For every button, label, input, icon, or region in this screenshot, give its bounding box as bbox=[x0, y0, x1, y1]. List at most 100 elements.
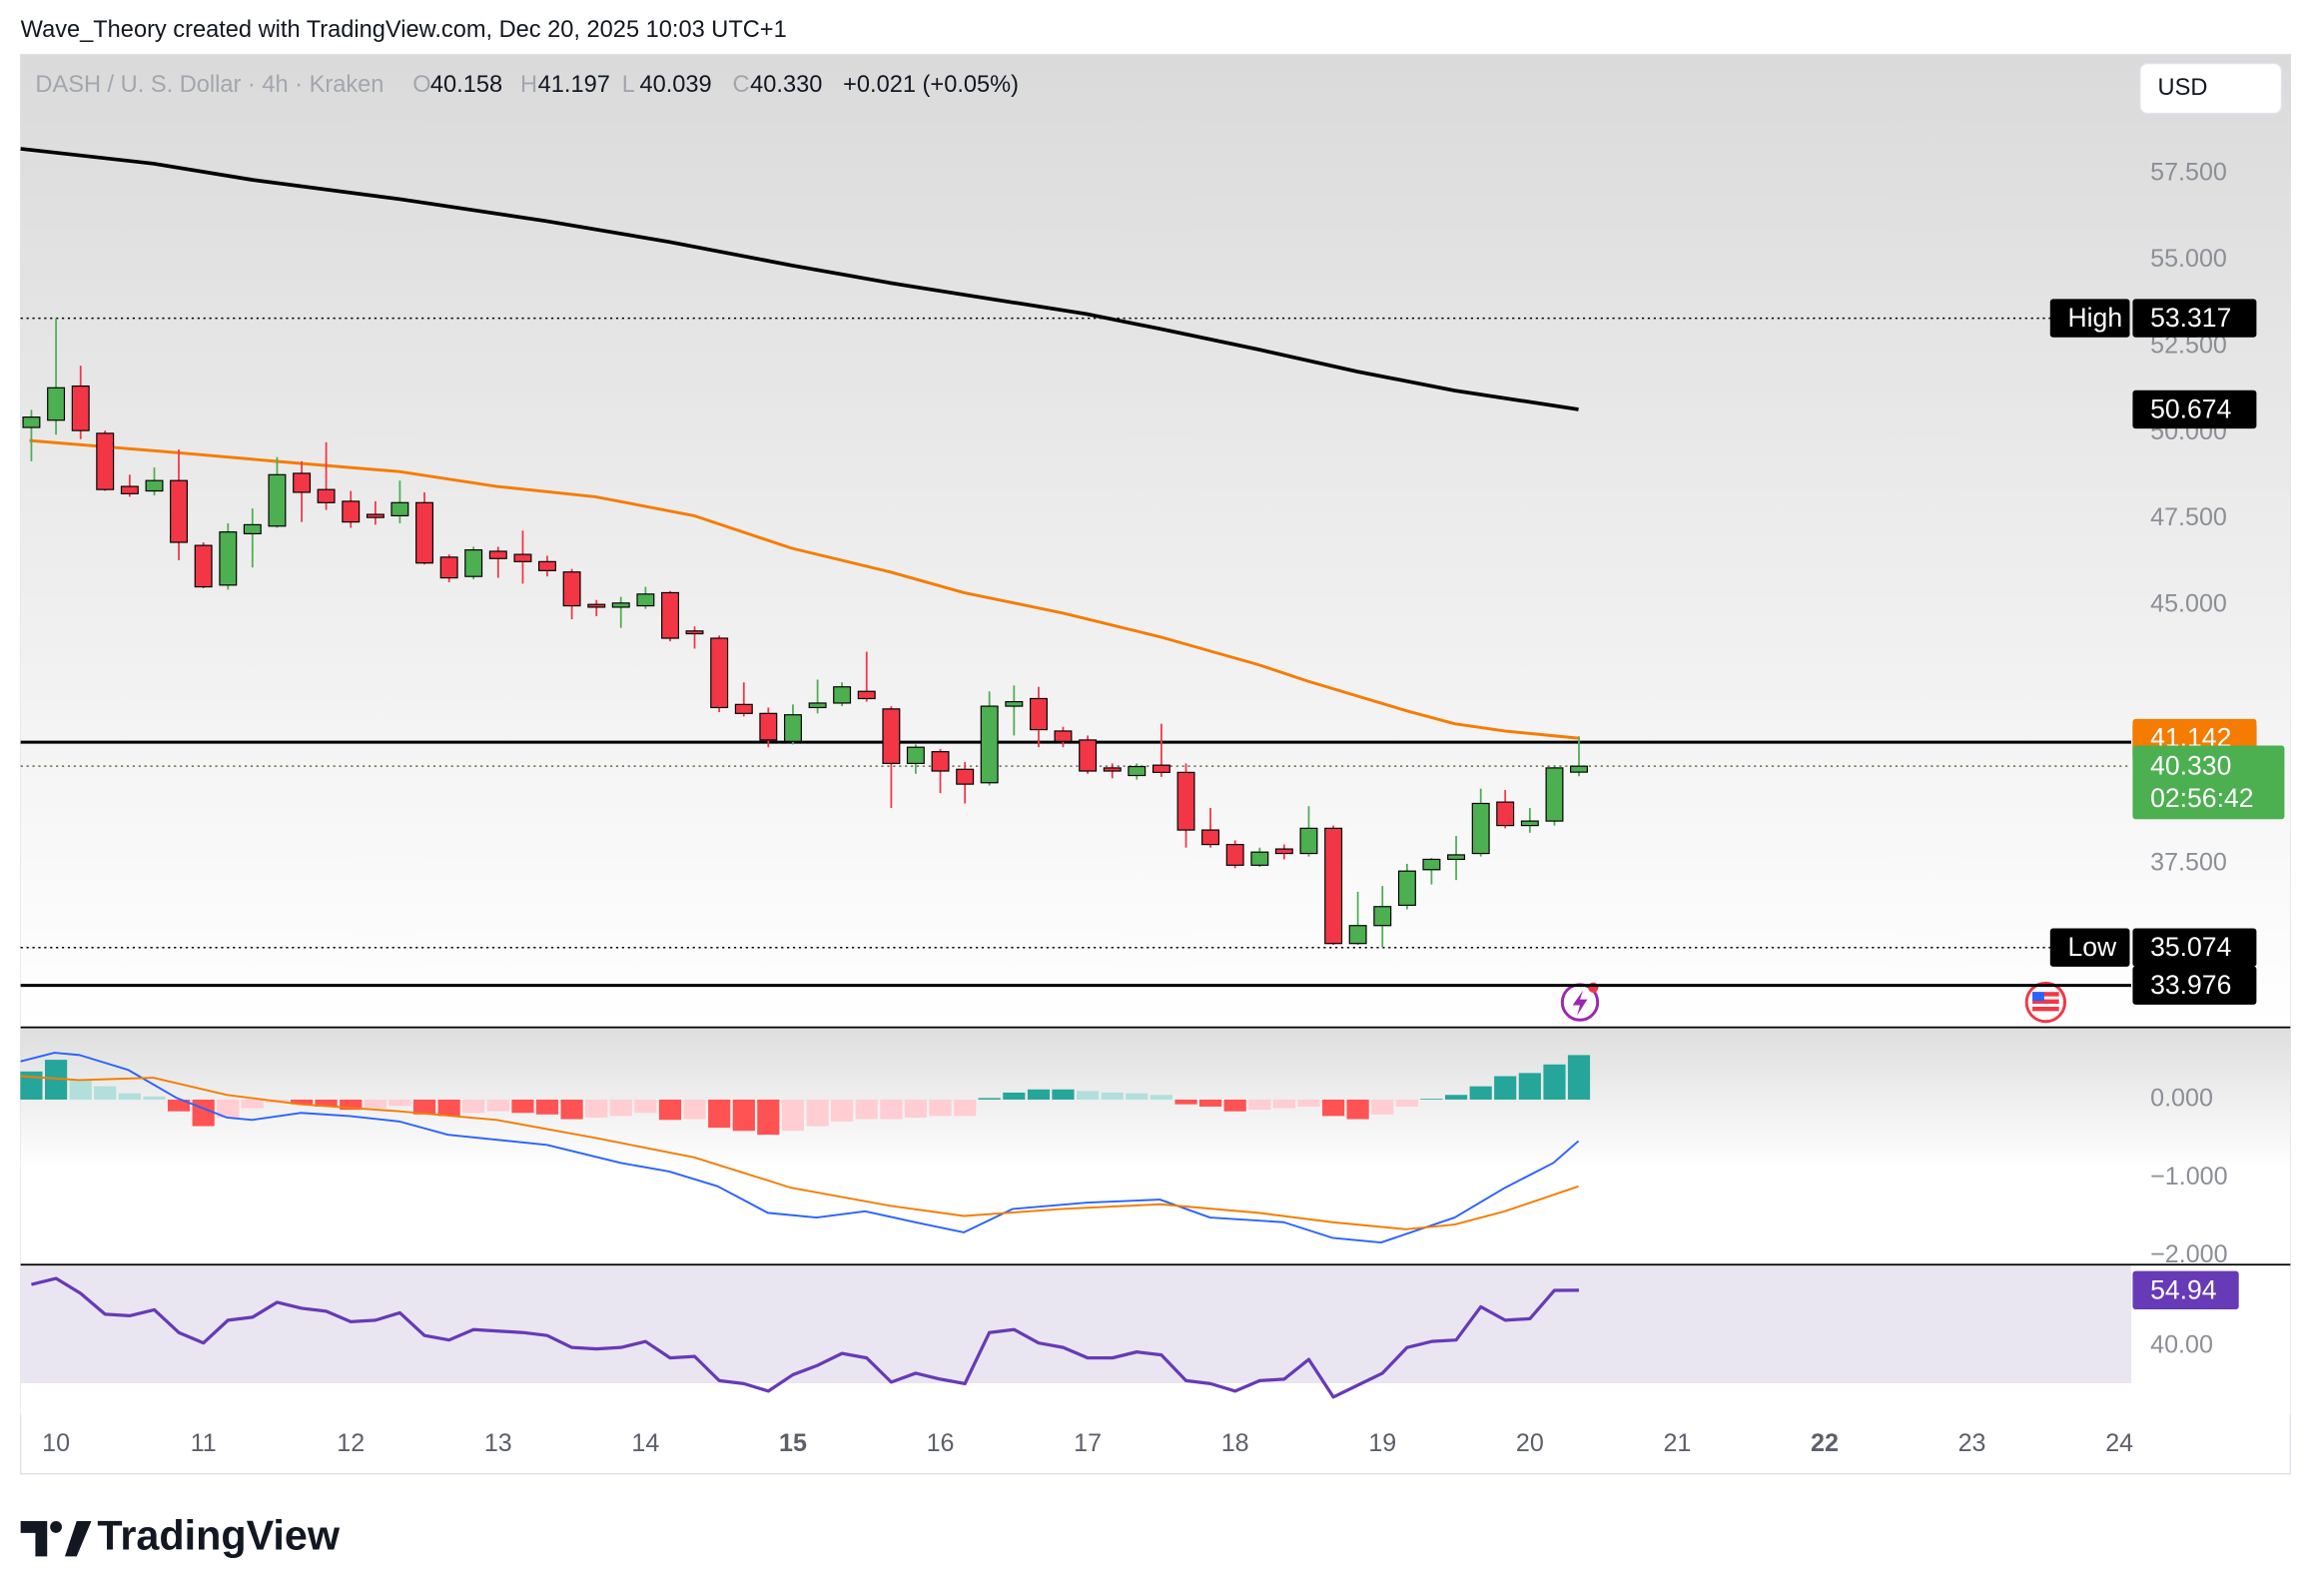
macd-bar bbox=[634, 1099, 657, 1114]
ma-tag: 50.674 bbox=[2150, 394, 2231, 423]
candle-body bbox=[96, 432, 115, 490]
macd-bar bbox=[1198, 1099, 1222, 1108]
candle-body bbox=[611, 602, 630, 608]
candle-body bbox=[783, 714, 802, 742]
currency-button[interactable] bbox=[2139, 62, 2283, 115]
candle-body bbox=[1570, 765, 1588, 773]
ohlc-value: 40.039 bbox=[639, 72, 711, 98]
x-tick-label: 20 bbox=[1516, 1429, 1544, 1457]
macd-tick-label: −1.000 bbox=[2150, 1163, 2227, 1191]
candle-body bbox=[931, 751, 950, 772]
y-tick-label: 57.500 bbox=[2150, 159, 2227, 187]
candle-body bbox=[1152, 764, 1170, 773]
y-tick-label: 47.500 bbox=[2150, 503, 2227, 531]
macd-bar bbox=[904, 1099, 927, 1118]
attribution: Wave_Theory created with TradingView.com… bbox=[21, 17, 787, 43]
macd-bar bbox=[94, 1086, 117, 1100]
macd-bar bbox=[683, 1099, 706, 1120]
macd-bar bbox=[1543, 1064, 1566, 1100]
y-tick-label: 55.000 bbox=[2150, 245, 2227, 273]
macd-bar bbox=[880, 1099, 903, 1120]
macd-bar bbox=[1395, 1099, 1419, 1108]
level-name-box bbox=[2049, 299, 2130, 338]
rsi-line bbox=[31, 1276, 1579, 1399]
logo bbox=[20, 1521, 92, 1557]
macd-bar bbox=[1248, 1099, 1271, 1111]
level-tag: 33.976 bbox=[2150, 970, 2231, 1000]
candle-body bbox=[1520, 820, 1539, 827]
level-tag-box bbox=[2132, 299, 2257, 338]
moving-average bbox=[29, 438, 1579, 740]
candle-body bbox=[488, 550, 507, 559]
macd-bar bbox=[1174, 1099, 1197, 1105]
signal-line bbox=[20, 1075, 1579, 1230]
macd-bar bbox=[831, 1099, 854, 1122]
macd-bar bbox=[1518, 1073, 1541, 1100]
x-tick-label: 13 bbox=[484, 1429, 512, 1457]
macd-bar bbox=[69, 1080, 92, 1100]
x-tick-label: 10 bbox=[42, 1429, 70, 1457]
ohlc-name: C bbox=[732, 72, 749, 98]
candle-body bbox=[1005, 700, 1024, 707]
ma-tag-box bbox=[2132, 390, 2257, 429]
candle-body bbox=[1079, 739, 1098, 772]
x-tick-label: 24 bbox=[2105, 1429, 2133, 1457]
macd-bar bbox=[1272, 1099, 1295, 1109]
rsi-tag: 54.94 bbox=[2150, 1274, 2216, 1304]
x-tick-label: 18 bbox=[1221, 1429, 1249, 1457]
macd-bar bbox=[241, 1099, 264, 1109]
macd-bar bbox=[1371, 1099, 1394, 1115]
macd-bar bbox=[315, 1099, 338, 1108]
candle-body bbox=[882, 708, 901, 764]
macd-bar bbox=[1150, 1095, 1172, 1100]
rsi-band bbox=[20, 1264, 2131, 1384]
candle-body bbox=[759, 712, 778, 741]
candle-body bbox=[317, 488, 336, 503]
candle-body bbox=[120, 485, 139, 494]
macd-bar bbox=[364, 1099, 386, 1109]
symbol-title: DASH / U. S. Dollar · 4h · Kraken bbox=[35, 72, 384, 98]
macd-bar bbox=[1077, 1091, 1100, 1100]
macd-bar bbox=[609, 1099, 632, 1117]
candle-body bbox=[71, 385, 90, 431]
macd-bar bbox=[757, 1099, 780, 1136]
moving-average bbox=[20, 147, 1579, 411]
macd-bar bbox=[1126, 1093, 1149, 1100]
candle-body bbox=[1397, 870, 1416, 906]
level-tag-box bbox=[2132, 928, 2257, 967]
x-tick-label: 17 bbox=[1074, 1429, 1102, 1457]
candle-body bbox=[1471, 802, 1490, 855]
macd-bar bbox=[1322, 1099, 1345, 1117]
macd-bar bbox=[978, 1098, 1001, 1100]
x-tick-label: 16 bbox=[927, 1429, 955, 1457]
macd-bar bbox=[1469, 1086, 1492, 1100]
macd-line bbox=[20, 1052, 1580, 1244]
candle-body bbox=[734, 703, 753, 714]
candle-body bbox=[1324, 827, 1343, 945]
alert-icon bbox=[1560, 982, 1600, 1022]
macd-pane bbox=[20, 1027, 2291, 1265]
macd-bar bbox=[1494, 1076, 1517, 1100]
candle-body bbox=[980, 705, 999, 784]
candle-body bbox=[1176, 771, 1195, 831]
x-tick-label: 19 bbox=[1368, 1429, 1396, 1457]
countdown: 02:56:42 bbox=[2150, 783, 2253, 813]
candle-body bbox=[513, 553, 532, 562]
macd-bar bbox=[1101, 1092, 1124, 1100]
x-tick-label: 22 bbox=[1811, 1429, 1839, 1457]
candle-body bbox=[219, 531, 238, 586]
candle-body bbox=[390, 501, 409, 517]
candle-body bbox=[710, 637, 729, 709]
x-tick-label: 12 bbox=[337, 1429, 365, 1457]
price-tag-box bbox=[2132, 745, 2285, 820]
macd-bar bbox=[167, 1099, 191, 1112]
x-tick-label: 15 bbox=[779, 1429, 807, 1457]
candle-body bbox=[22, 416, 41, 428]
ohlc-value: 40.158 bbox=[430, 72, 502, 98]
currency-label[interactable]: USD bbox=[2158, 75, 2208, 101]
candle-body bbox=[1201, 829, 1220, 846]
macd-bar bbox=[560, 1099, 583, 1120]
macd-bar bbox=[1052, 1089, 1075, 1100]
